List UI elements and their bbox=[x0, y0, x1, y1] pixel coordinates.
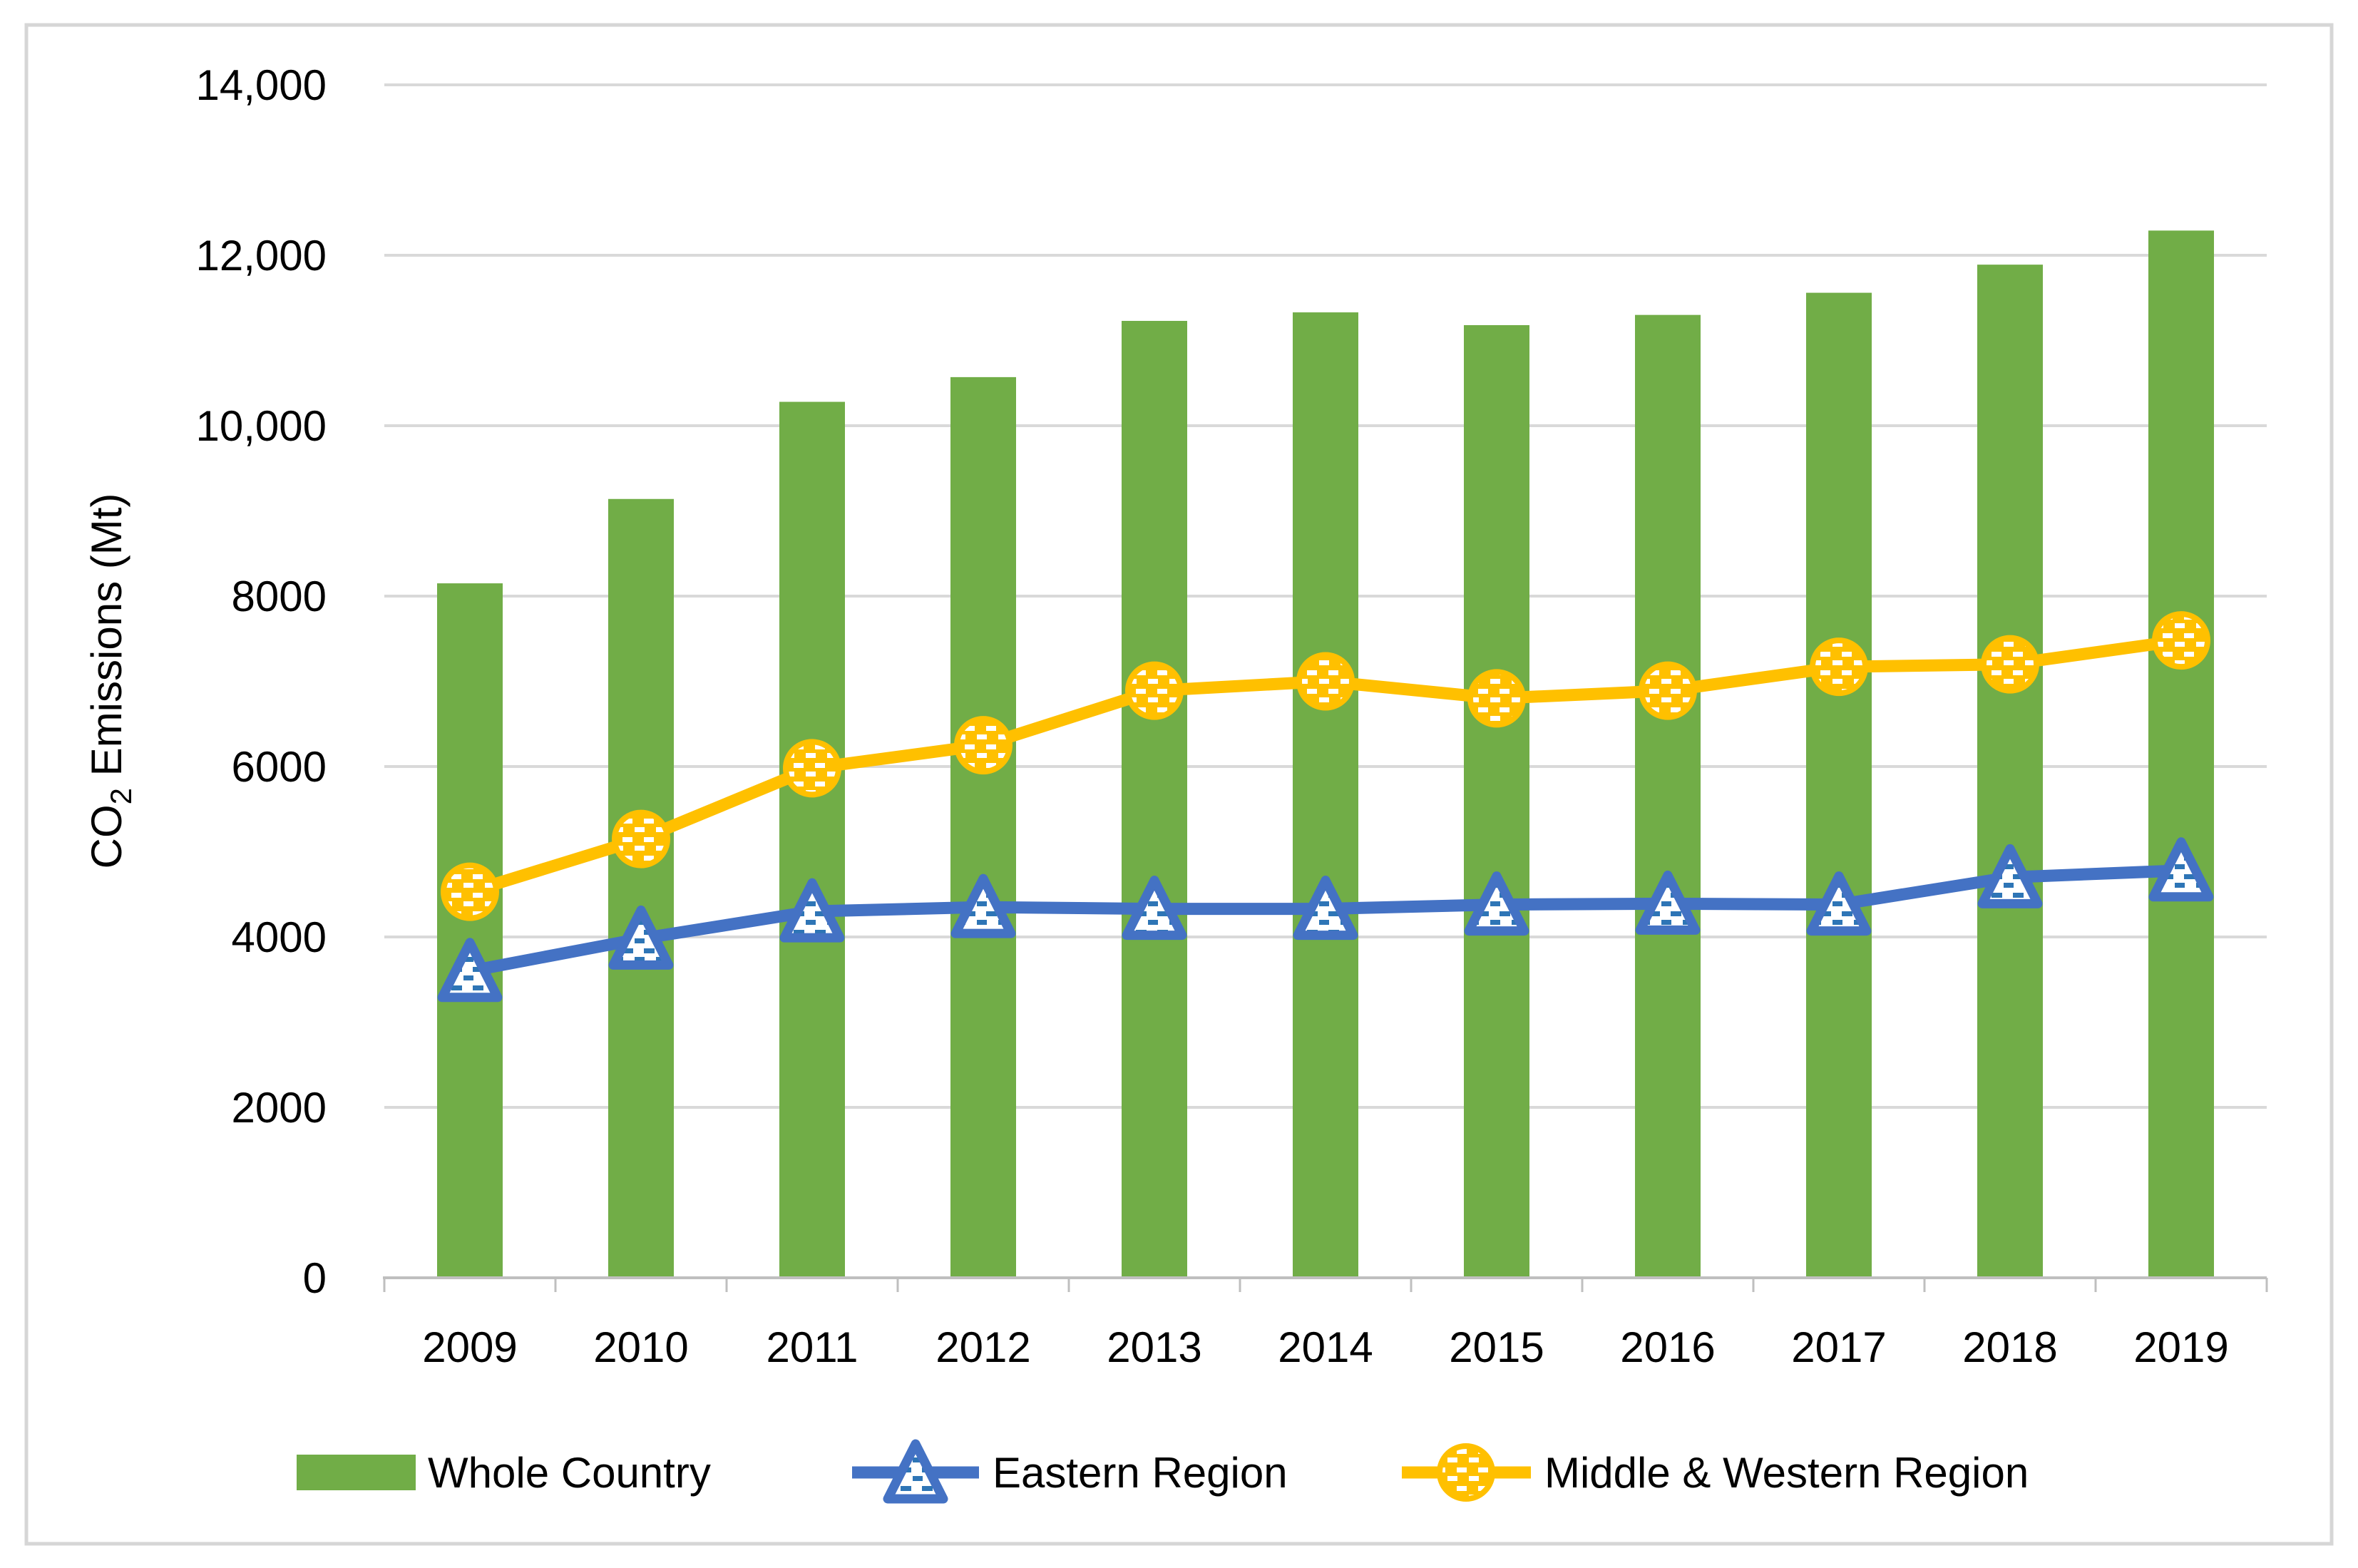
legend-swatch-whole-country bbox=[297, 1455, 416, 1490]
marker-2013-circle bbox=[1125, 661, 1184, 720]
marker-2014-triangle bbox=[1293, 876, 1358, 941]
legend-label-eastern-region: Eastern Region bbox=[993, 1449, 1288, 1497]
x-tick-label-2010: 2010 bbox=[593, 1323, 688, 1371]
marker-2012-circle bbox=[954, 716, 1013, 775]
marker-2012-triangle bbox=[950, 873, 1016, 938]
marker-2014-circle bbox=[1296, 652, 1355, 711]
legend-label-middle-western-region: Middle & Western Region bbox=[1544, 1449, 2029, 1497]
bar-2012 bbox=[950, 376, 1016, 1278]
y-tick-label-4000: 4000 bbox=[232, 913, 327, 961]
legend-label-whole-country: Whole Country bbox=[428, 1449, 711, 1497]
marker-2015-circle bbox=[1467, 669, 1526, 728]
bar-2016 bbox=[1635, 314, 1701, 1278]
marker-2019-triangle bbox=[2148, 837, 2214, 902]
x-tick-label-2017: 2017 bbox=[1791, 1323, 1886, 1371]
bar-2015 bbox=[1464, 324, 1529, 1278]
bar-2019 bbox=[2148, 230, 2214, 1279]
marker-2009-triangle bbox=[437, 938, 503, 1003]
y-axis-title: CO2 Emissions (Mt) bbox=[83, 493, 138, 869]
legend: Whole Country Eastern Region Middle & West… bbox=[297, 1439, 2029, 1504]
x-tick-label-2018: 2018 bbox=[1962, 1323, 2057, 1371]
y-axis-tick-labels: 0 2000 4000 6000 8000 10,000 12,000 14,000 bbox=[195, 61, 327, 1302]
marker-2009-circle bbox=[441, 862, 499, 921]
bar-2011 bbox=[779, 401, 845, 1278]
x-axis-tick-labels: 2009 2010 2011 2012 2013 2014 2015 2016 2017 2018… bbox=[422, 1323, 2228, 1371]
y-tick-label-0: 0 bbox=[303, 1254, 327, 1302]
bar-2013 bbox=[1122, 321, 1187, 1278]
marker-2017-triangle bbox=[1806, 871, 1872, 936]
marker-2016-circle bbox=[1639, 661, 1697, 720]
x-tick-label-2015: 2015 bbox=[1449, 1323, 1544, 1371]
marker-2010-triangle bbox=[608, 905, 674, 970]
marker-2016-triangle bbox=[1635, 870, 1701, 935]
bar-2018 bbox=[1977, 265, 2043, 1278]
marker-2019-circle bbox=[2152, 611, 2210, 670]
legend-circle bbox=[1437, 1443, 1495, 1502]
y-tick-label-10,000: 10,000 bbox=[195, 402, 327, 450]
x-tick-label-2012: 2012 bbox=[935, 1323, 1030, 1371]
marker-2017-circle bbox=[1810, 637, 1868, 697]
bar-2009 bbox=[437, 583, 503, 1278]
y-tick-label-14,000: 14,000 bbox=[195, 61, 327, 109]
x-axis bbox=[383, 1276, 2268, 1292]
line-eastern-region bbox=[437, 837, 2214, 1003]
marker-2015-triangle bbox=[1464, 871, 1529, 936]
y-tick-label-6000: 6000 bbox=[232, 743, 327, 791]
x-tick-label-2014: 2014 bbox=[1278, 1323, 1373, 1371]
marker-2011-triangle bbox=[779, 878, 845, 943]
line-middle-western-region bbox=[441, 611, 2210, 921]
marker-2018-triangle bbox=[1977, 844, 2043, 908]
marker-2010-circle bbox=[612, 809, 670, 868]
marker-2011-circle bbox=[783, 739, 841, 798]
y-tick-label-12,000: 12,000 bbox=[195, 232, 327, 280]
legend-triangle bbox=[883, 1439, 948, 1504]
x-tick-label-2009: 2009 bbox=[422, 1323, 517, 1371]
bars-whole-country bbox=[437, 230, 2214, 1279]
bar-2010 bbox=[608, 498, 674, 1278]
marker-2013-triangle bbox=[1122, 876, 1187, 941]
bar-2014 bbox=[1293, 312, 1358, 1279]
x-tick-label-2019: 2019 bbox=[2133, 1323, 2228, 1371]
x-tick-label-2016: 2016 bbox=[1620, 1323, 1715, 1371]
x-tick-label-2011: 2011 bbox=[766, 1323, 858, 1371]
x-tick-label-2013: 2013 bbox=[1107, 1323, 1201, 1371]
marker-2018-circle bbox=[1981, 635, 2039, 694]
y-tick-label-2000: 2000 bbox=[232, 1084, 327, 1132]
bar-2017 bbox=[1806, 292, 1872, 1279]
y-tick-label-8000: 8000 bbox=[232, 573, 327, 620]
